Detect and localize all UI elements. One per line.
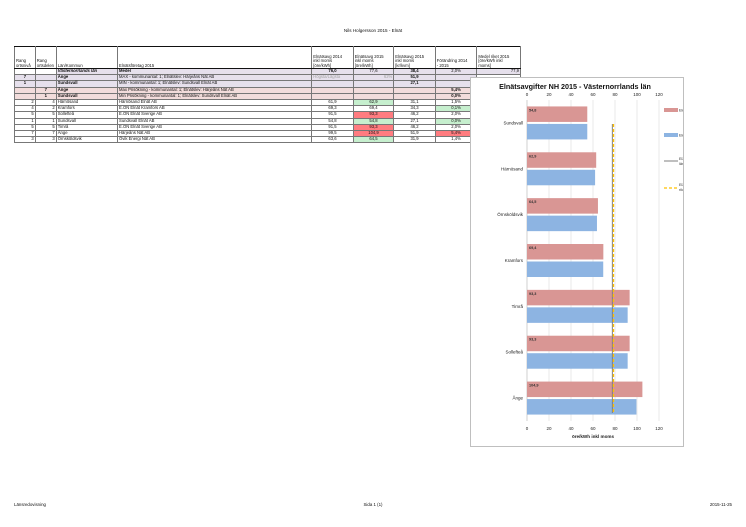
data-label-2015: 104,9 — [529, 384, 539, 388]
header-rank-del: Rang ortsdelen — [34, 46, 57, 69]
bar-2014 — [527, 307, 628, 323]
header-avg2014: Elnätsavg 2014 inkl moms [öre/kWh] — [311, 46, 354, 69]
bar-2014 — [527, 169, 596, 186]
header-change: Förändring 2014 - 2015 — [434, 46, 478, 69]
legend-swatch-2015 — [664, 108, 678, 112]
bar-2015 — [527, 335, 630, 352]
header-kommun: Län/Kommun — [55, 46, 119, 69]
table-row: 3 3 Örnsköldsvik Övik Energi Nät AB 63,6 64,5… — [14, 136, 521, 144]
rank-ort: 3 — [14, 136, 36, 144]
category-label: Ånge — [512, 395, 523, 401]
rank-del: 3 — [34, 136, 57, 144]
bar-2014 — [527, 399, 637, 415]
data-label-2015: 69,4 — [529, 246, 537, 250]
x-axis-title: öre/kWh inkl moms — [572, 434, 615, 439]
table-header-row: Rang ortsnivå Rang ortsdelen Län/Kommun Eln… — [14, 46, 521, 69]
tick-label-top: 100 — [633, 92, 641, 97]
bar-2014 — [527, 123, 588, 140]
header-riket: Medel riket 2015 [öre/kWh inkl moms] — [476, 46, 521, 69]
table-body: Rang ortsnivå Rang ortsdelen Län/Kommun Eln… — [14, 46, 521, 144]
data-label-2015: 54,8 — [529, 108, 536, 112]
data-label-2015: 62,9 — [529, 154, 536, 158]
legend-label-2015: Elnät 2015 — [679, 109, 683, 113]
legend-label-rikesmedel: El2015rikesmedel — [679, 183, 683, 192]
tick-label-top: 40 — [568, 92, 574, 97]
tick-label-top: 80 — [612, 92, 618, 97]
tick-label-bottom: 80 — [612, 426, 618, 431]
header-rank-ort: Rang ortsnivå — [14, 46, 36, 69]
header-kvm: Elnätsavg 2015 inkl moms [kr/kvm] — [393, 46, 436, 69]
tick-label-top: 20 — [546, 92, 552, 97]
company-name: Övik Energi Nät AB — [117, 136, 313, 144]
legend-label-lansmedel: El2015länsmedel — [679, 157, 683, 166]
data-label-2015: 64,5 — [529, 200, 536, 204]
footer-page: Sida 1 (1) — [363, 502, 383, 507]
category-label: Kramfors — [505, 258, 524, 263]
avg2015-value: 64,5 — [352, 136, 395, 144]
category-label: Härnösand — [501, 166, 524, 171]
bar-2015 — [527, 289, 630, 306]
bar-chart: Elnätsavgifter NH 2015 - Västernorrlands… — [497, 82, 697, 439]
bar-2015 — [527, 106, 588, 122]
bar-2015 — [527, 152, 597, 168]
category-label: Sollefteå — [505, 349, 523, 355]
kvm-value: 31,9 — [393, 136, 436, 144]
bar-2015 — [527, 198, 598, 214]
tick-label-top: 0 — [526, 92, 529, 97]
footer-left: Länsredovisning — [14, 502, 46, 507]
data-label-2015: 93,3 — [529, 292, 536, 296]
bar-2015 — [527, 381, 643, 398]
fee-table: Rang ortsnivå Rang ortsdelen Län/Kommun Eln… — [14, 46, 521, 144]
header-avg2015: Elnätsavg 2015 inkl moms [öre/kWh] — [352, 46, 395, 69]
tick-label-top: 60 — [590, 92, 596, 97]
footer-date: 2015-11-25 — [709, 502, 732, 507]
header-company: Elnätsföretag 2015 — [117, 46, 313, 69]
bar-2014 — [527, 215, 597, 232]
tick-label-bottom: 60 — [590, 426, 596, 431]
chart-panel: Elnätsavgifter NH 2015 - Västernorrlands… — [470, 77, 698, 447]
avg2014-value: 63,6 — [311, 136, 354, 144]
data-label-2015: 93,3 — [529, 338, 536, 342]
tick-label-bottom: 120 — [655, 426, 663, 431]
category-label: Örnsköldsvik — [497, 211, 524, 217]
tick-label-bottom: 100 — [633, 426, 641, 431]
bar-2014 — [527, 353, 628, 369]
page-title: Nils Holgersson 2015 - Elnät — [343, 28, 403, 33]
bar-2014 — [527, 261, 604, 277]
bar-2015 — [527, 244, 604, 260]
tick-label-bottom: 40 — [568, 426, 574, 431]
tick-label-bottom: 20 — [546, 426, 552, 431]
legend-swatch-2014 — [664, 133, 678, 137]
legend-label-2014: Elnät 2014 — [679, 134, 683, 138]
chart-title: Elnätsavgifter NH 2015 - Västernorrlands… — [499, 82, 651, 91]
category-label: Timrå — [512, 303, 524, 309]
tick-label-bottom: 0 — [526, 426, 529, 431]
tick-label-top: 120 — [655, 92, 663, 97]
kommun-name: Örnsköldsvik — [55, 136, 119, 144]
category-label: Sundsvall — [503, 120, 523, 125]
